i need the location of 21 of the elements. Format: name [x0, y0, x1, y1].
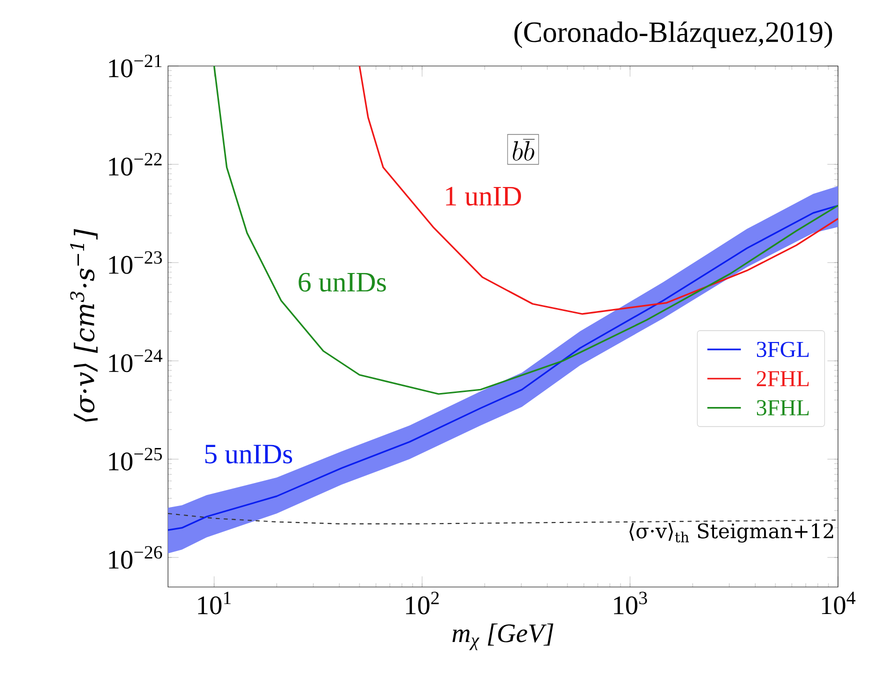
annotation: 1 unID	[446, 186, 522, 206]
y-tick-label: 10$^{−23}$	[109, 251, 162, 274]
annotation: $b\overline{b}$	[512, 139, 535, 161]
y-tick-label: 10$^{−22}$	[109, 152, 162, 176]
chart-title: (Coronado-Blázquez,2019)	[514, 21, 832, 48]
annotation: 5 unIDs	[205, 444, 292, 464]
x-tick-label: 10$^{1}$	[198, 592, 231, 614]
text: 2FHL	[756, 371, 809, 386]
y-tick-label: 10$^{−26}$	[109, 546, 162, 569]
x-tick-label: 10$^{4}$	[822, 592, 856, 614]
x-tick-label: 10$^{3}$	[614, 592, 647, 614]
text: 3FHL	[756, 400, 809, 416]
y-axis-title: ⟨σ·v⟩ [cm$^{3}$·s$^{−1}$]	[70, 229, 98, 422]
x-axis-title: m$_{χ}$ [GeV]	[452, 624, 554, 650]
annotation: 6 unIDs	[298, 272, 386, 292]
series-label: ⟨σ·v⟩$_{th}$ Steigman+12	[630, 523, 834, 543]
y-tick-label: 10$^{−24}$	[109, 350, 162, 372]
y-tick-label: 10$^{−25}$	[109, 448, 162, 470]
x-tick-label: 10$^{2}$	[406, 592, 439, 614]
text: 3FGL	[756, 342, 809, 358]
y-tick-label: 10$^{−21}$	[109, 54, 162, 78]
